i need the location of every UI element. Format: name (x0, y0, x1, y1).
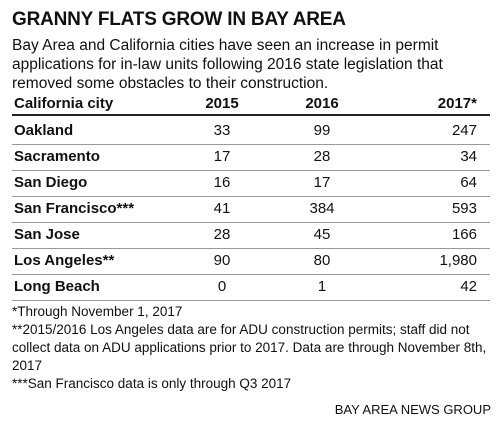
cell-value: 384 (309, 200, 335, 217)
column-header: 2015 (205, 95, 239, 112)
cell-value: 90 (213, 252, 231, 269)
row-rule (12, 196, 490, 197)
cell-value: 33 (213, 122, 231, 139)
row-rule (12, 170, 490, 171)
column-header: California city (14, 95, 114, 112)
city-name: Long Beach (14, 278, 100, 295)
column-header: 2016 (305, 95, 339, 112)
cell-value: 64 (460, 174, 477, 191)
city-name: Sacramento (14, 148, 100, 165)
cell-value: 1,980 (439, 252, 477, 269)
title: GRANNY FLATS GROW IN BAY AREA (12, 9, 346, 30)
city-name: San Diego (14, 174, 88, 191)
footnote: ***San Francisco data is only through Q3… (12, 376, 292, 391)
city-name: San Francisco*** (14, 200, 135, 217)
cell-value: 247 (451, 122, 477, 139)
column-header: 2017* (437, 95, 477, 112)
cell-value: 16 (213, 174, 231, 191)
city-name: Oakland (14, 122, 74, 139)
cell-value: 593 (451, 200, 477, 217)
cell-value: 0 (217, 278, 227, 295)
cell-value: 17 (213, 148, 231, 165)
city-name: San Jose (14, 226, 80, 243)
row-rule (12, 222, 490, 223)
row-rule (12, 248, 490, 249)
cell-value: 166 (451, 226, 477, 243)
row-rule (12, 300, 490, 301)
header-rule (12, 114, 490, 116)
cell-value: 42 (460, 278, 477, 295)
cell-value: 28 (313, 148, 331, 165)
row-rule (12, 144, 490, 145)
cell-value: 17 (313, 174, 331, 191)
row-rule (12, 274, 490, 275)
cell-value: 45 (313, 226, 331, 243)
subtitle: Bay Area and California cities have seen… (12, 37, 443, 92)
footnote: *Through November 1, 2017 (12, 304, 183, 319)
cell-value: 80 (313, 252, 331, 269)
footnotes: *Through November 1, 2017 **2015/2016 Los… (12, 303, 492, 393)
cell-value: 28 (213, 226, 231, 243)
cell-value: 34 (460, 148, 477, 165)
cell-value: 41 (213, 200, 231, 217)
footnote: **2015/2016 Los Angeles data are for ADU… (12, 322, 487, 373)
cell-value: 99 (313, 122, 331, 139)
city-name: Los Angeles** (14, 252, 115, 269)
cell-value: 1 (317, 278, 327, 295)
credit: BAY AREA NEWS GROUP (334, 402, 491, 417)
